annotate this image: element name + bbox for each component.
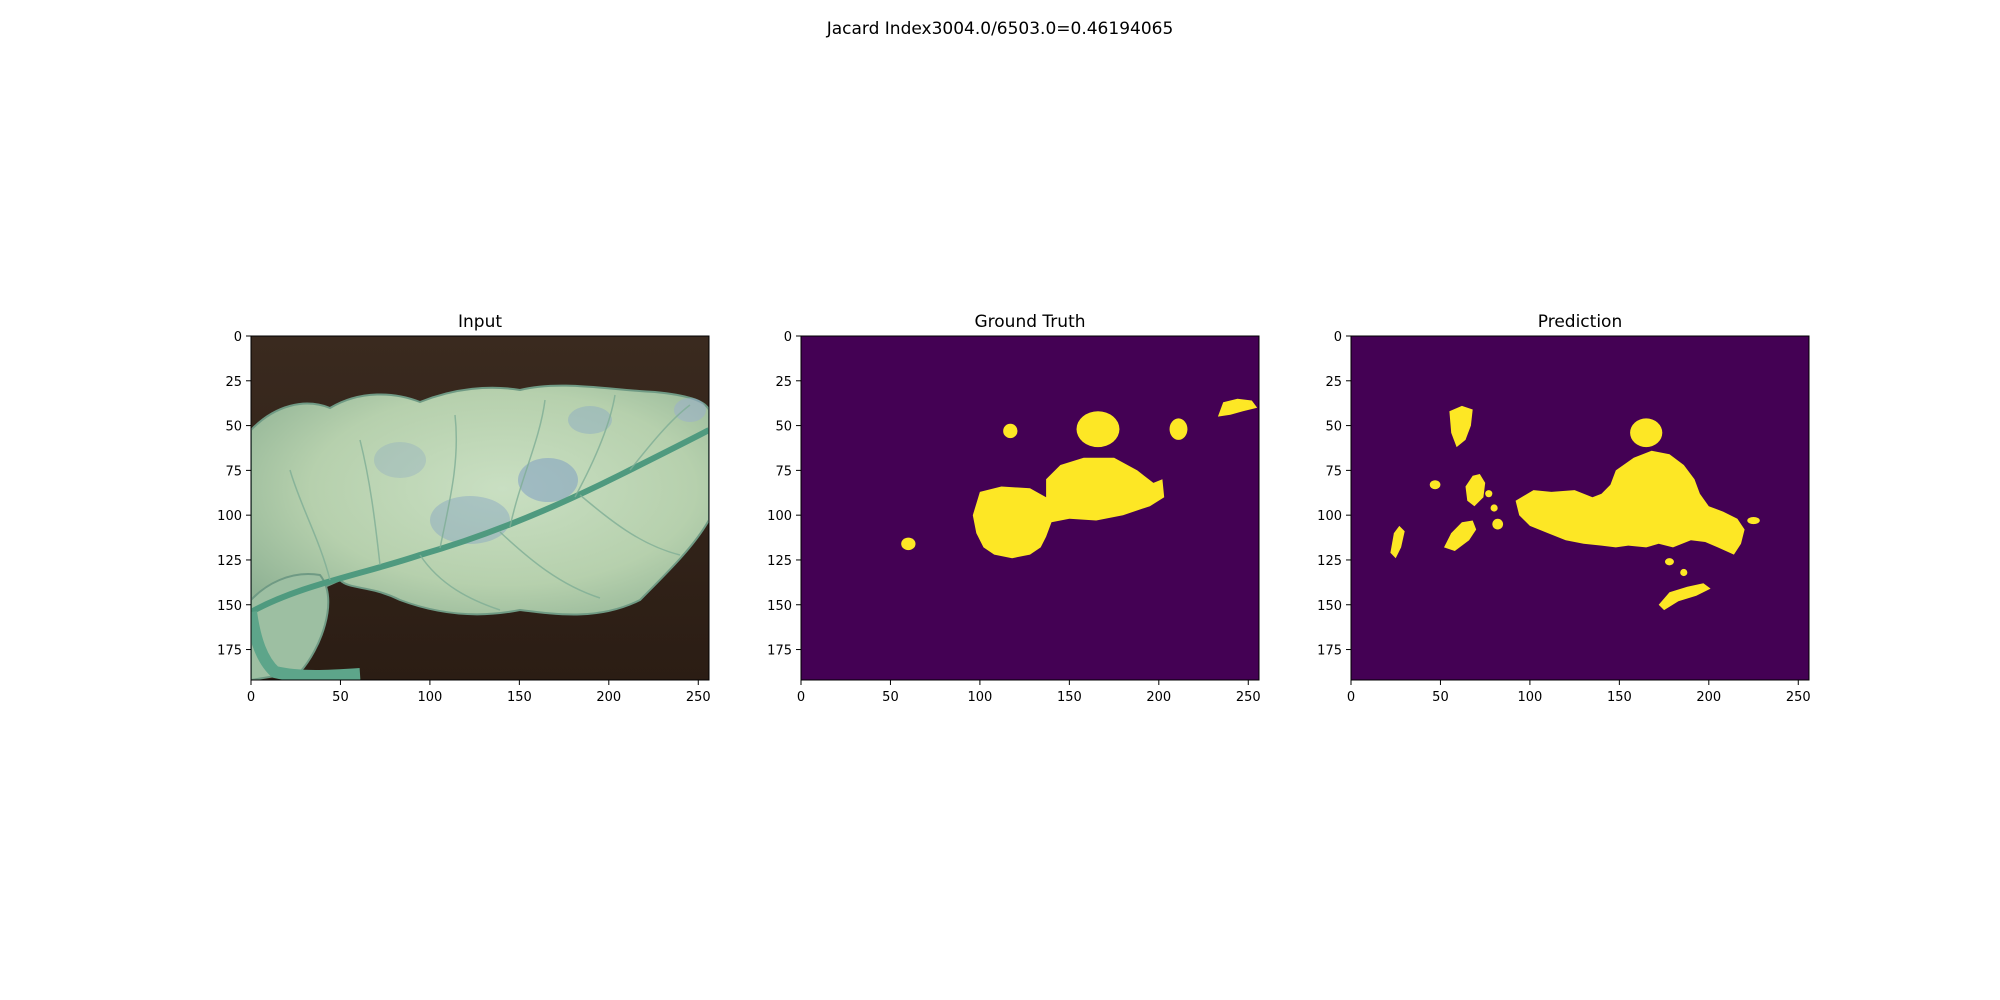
y-tick-label: 150 xyxy=(1317,599,1342,614)
mask-region xyxy=(901,537,916,551)
leaf-veins xyxy=(289,394,691,611)
mask-region xyxy=(1444,520,1477,551)
ground-truth-panel-title: Ground Truth xyxy=(974,312,1085,332)
x-tick-label: 0 xyxy=(247,690,255,705)
leaf-stem xyxy=(251,611,361,680)
x-tick-label: 50 xyxy=(332,690,349,705)
mask-region xyxy=(1664,558,1674,566)
x-tick-label: 200 xyxy=(596,690,621,705)
mask-region xyxy=(1515,450,1745,555)
ground-truth-panel: Ground Truth 0 50 100 150 200 250 0 25 50 75 100 1… xyxy=(767,312,1261,705)
prediction-panel-title: Prediction xyxy=(1538,312,1622,332)
y-tick-label: 25 xyxy=(225,375,242,390)
y-tick-label: 175 xyxy=(217,644,242,659)
mask-region xyxy=(1658,583,1711,611)
leaf-spot xyxy=(518,458,578,502)
x-tick-label: 150 xyxy=(1057,690,1082,705)
prediction-axes-frame xyxy=(1350,335,1810,681)
mask-region xyxy=(1217,398,1258,417)
x-tick-label: 250 xyxy=(1786,690,1811,705)
mask-region xyxy=(1169,418,1188,440)
x-tick-label: 100 xyxy=(1517,690,1542,705)
figure-suptitle: Jacard Index3004.0/6503.0=0.46194065 xyxy=(826,19,1174,39)
leaf-spot xyxy=(374,442,426,478)
x-tick-label: 250 xyxy=(1236,690,1261,705)
y-tick-label: 50 xyxy=(225,420,242,435)
mask-region xyxy=(1630,418,1663,448)
mask-region xyxy=(1076,411,1120,448)
y-tick-label: 0 xyxy=(234,330,242,345)
mask-region xyxy=(1465,474,1486,507)
leaf-spot xyxy=(674,398,706,422)
mask-region xyxy=(972,457,1165,559)
y-tick-label: 150 xyxy=(217,599,242,614)
y-tick-label: 150 xyxy=(767,599,792,614)
y-tick-label: 175 xyxy=(767,644,792,659)
mask-region xyxy=(1680,568,1688,577)
y-tick-label: 100 xyxy=(1317,509,1342,524)
mask-region xyxy=(1390,525,1405,559)
x-tick-label: 200 xyxy=(1696,690,1721,705)
x-tick-label: 200 xyxy=(1146,690,1171,705)
ground-truth-axes-frame xyxy=(800,335,1260,681)
leaf-spot xyxy=(568,406,612,434)
mask-region xyxy=(1449,405,1473,448)
mask-region xyxy=(1003,423,1018,439)
input-panel: Input 0 50 100 150 2 xyxy=(217,312,711,705)
y-tick-label: 50 xyxy=(1325,420,1342,435)
y-tick-label: 125 xyxy=(217,554,242,569)
mask-region xyxy=(1490,504,1498,512)
leaf-midrib xyxy=(251,427,709,615)
x-tick-label: 150 xyxy=(1607,690,1632,705)
x-tick-label: 0 xyxy=(1347,690,1355,705)
y-tick-label: 0 xyxy=(784,330,792,345)
y-tick-label: 125 xyxy=(767,554,792,569)
y-tick-label: 75 xyxy=(225,464,242,479)
x-tick-label: 100 xyxy=(417,690,442,705)
x-tick-label: 50 xyxy=(1432,690,1449,705)
mask-region xyxy=(1429,480,1441,490)
input-axes-frame xyxy=(250,335,710,681)
x-tick-label: 250 xyxy=(686,690,711,705)
y-tick-label: 125 xyxy=(1317,554,1342,569)
y-tick-label: 100 xyxy=(217,509,242,524)
input-photo xyxy=(251,336,709,680)
x-tick-label: 50 xyxy=(882,690,899,705)
mask-region xyxy=(1747,516,1760,525)
prediction-panel: Prediction 0 50 100 150 200 250 0 25 50 75 100 125… xyxy=(1317,312,1811,705)
y-tick-label: 25 xyxy=(1325,375,1342,390)
mask-region xyxy=(1492,518,1504,530)
mask-region xyxy=(1485,490,1493,498)
y-tick-label: 50 xyxy=(775,420,792,435)
y-tick-label: 175 xyxy=(1317,644,1342,659)
leaf-blade xyxy=(251,384,709,617)
x-tick-label: 100 xyxy=(967,690,992,705)
y-tick-label: 75 xyxy=(775,464,792,479)
x-tick-label: 0 xyxy=(797,690,805,705)
y-tick-label: 0 xyxy=(1334,330,1342,345)
y-tick-label: 100 xyxy=(767,509,792,524)
input-panel-title: Input xyxy=(458,312,502,332)
x-tick-label: 150 xyxy=(507,690,532,705)
y-tick-label: 25 xyxy=(775,375,792,390)
y-tick-label: 75 xyxy=(1325,464,1342,479)
